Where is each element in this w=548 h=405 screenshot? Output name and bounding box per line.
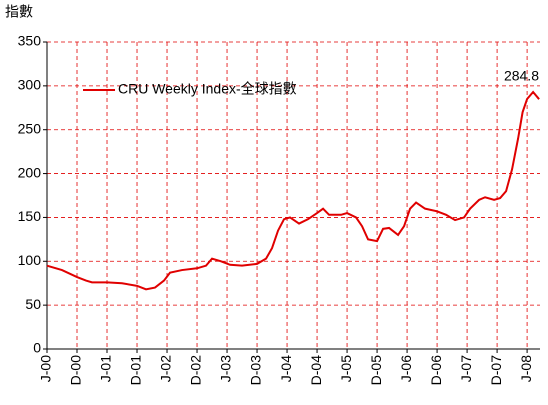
x-tick-label: D-07 <box>488 355 504 386</box>
annotation: 284.8 <box>504 68 539 84</box>
y-tick-label: 0 <box>33 340 41 356</box>
x-tick-label: J-08 <box>518 355 534 382</box>
x-tick-label: J-03 <box>218 355 234 382</box>
x-tick-label: D-04 <box>308 355 324 386</box>
x-tick-label: D-01 <box>128 355 144 386</box>
x-tick-label: J-04 <box>278 355 294 382</box>
x-tick-label: J-06 <box>398 355 414 382</box>
x-tick-label: J-00 <box>38 355 54 382</box>
x-tick-label: D-06 <box>428 355 444 386</box>
x-tick-label: D-02 <box>188 355 204 386</box>
y-tick-label: 200 <box>18 164 42 180</box>
y-tick-label: 100 <box>18 252 42 268</box>
x-tick-label: D-05 <box>368 355 384 386</box>
x-tick-label: D-03 <box>248 355 264 386</box>
y-tick-label: 300 <box>18 77 42 93</box>
legend-label: CRU Weekly Index-全球指數 <box>118 81 297 97</box>
x-tick-label: J-02 <box>158 355 174 382</box>
x-tick-label: J-01 <box>98 355 114 382</box>
y-axis-label: 指數 <box>5 4 33 20</box>
x-tick-label: J-05 <box>338 355 354 382</box>
x-tick-label: J-07 <box>458 355 474 382</box>
data-line <box>46 90 540 291</box>
x-tick-label: D-00 <box>68 355 84 386</box>
y-tick-label: 150 <box>18 208 42 224</box>
y-tick-label: 350 <box>18 33 42 49</box>
y-tick-label: 250 <box>18 120 42 136</box>
y-tick-label: 50 <box>25 296 41 312</box>
